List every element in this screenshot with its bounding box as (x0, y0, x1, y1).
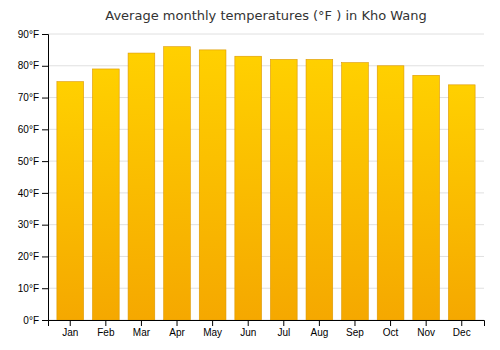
plot: Jan Feb Mar Apr May Jun Jul Aug Sep Oct Nov Dec 0°F 1… (18, 29, 485, 338)
x-tick: Mar (133, 320, 151, 338)
bars (57, 47, 475, 320)
title: Average monthly temperatures (°F ) in Kh… (105, 8, 426, 23)
x-tick-mark (283, 320, 284, 326)
x-tick-mark (319, 320, 320, 326)
x-tick: Dec (453, 320, 471, 338)
bar (164, 47, 191, 320)
y-tick: 40°F (18, 188, 48, 199)
y-tick: 70°F (18, 92, 48, 103)
y-tick-label: 30°F (18, 219, 39, 230)
grid (48, 34, 484, 320)
y-tick-mark (42, 34, 48, 35)
y-tick: 80°F (18, 60, 48, 71)
x-tick-mark (248, 320, 249, 326)
y-tick-mark (42, 129, 48, 130)
x-tick-label: Nov (417, 327, 435, 338)
x-tick-label: Apr (169, 327, 185, 338)
bar (413, 75, 440, 320)
y-tick-label: 90°F (18, 29, 39, 40)
y-axis: 0°F 10°F 20°F 30°F 40°F 50°F 60°F 70°F 80°F 90°F (18, 29, 49, 326)
x-tick-label: Feb (97, 327, 115, 338)
y-tick-mark (42, 193, 48, 194)
x-tick-label: Mar (133, 327, 151, 338)
y-tick-label: 60°F (18, 124, 39, 135)
bar (128, 53, 155, 320)
y-tick-label: 50°F (18, 156, 39, 167)
x-tick-label: Dec (453, 327, 471, 338)
x-tick-label: Aug (310, 327, 328, 338)
x-tick: May (203, 320, 222, 338)
chart: Jan Feb Mar Apr May Jun Jul Aug Sep Oct Nov Dec 0°F 1… (0, 0, 500, 350)
x-tick-mark (426, 320, 427, 326)
y-tick: 90°F (18, 29, 48, 40)
x-tick-label: Jul (277, 327, 290, 338)
x-axis-line (49, 321, 485, 327)
y-tick-mark (42, 66, 48, 67)
x-tick: Aug (310, 320, 328, 338)
y-tick-mark (42, 256, 48, 257)
bar (270, 59, 297, 320)
grid-line (48, 34, 484, 35)
x-tick-mark (70, 320, 71, 326)
bar (57, 82, 84, 320)
y-tick-mark (42, 98, 48, 99)
x-tick: Apr (169, 320, 185, 338)
y-tick-mark (42, 288, 48, 289)
bar (92, 69, 119, 320)
bar (448, 85, 475, 320)
x-tick-mark (461, 320, 462, 326)
bar (342, 63, 369, 320)
bar (235, 56, 262, 320)
x-tick-label: Jun (240, 327, 256, 338)
y-tick: 30°F (18, 219, 48, 230)
y-axis-line (42, 35, 49, 321)
x-tick: Oct (383, 320, 399, 338)
y-tick-mark (42, 161, 48, 162)
x-tick-mark (177, 320, 178, 326)
y-tick-label: 10°F (18, 283, 39, 294)
y-tick: 0°F (23, 315, 48, 326)
x-tick-label: Sep (346, 327, 364, 338)
y-tick-label: 40°F (18, 188, 39, 199)
y-tick-label: 70°F (18, 92, 39, 103)
x-tick: Sep (346, 320, 364, 338)
x-tick: Feb (97, 320, 115, 338)
x-tick-label: May (203, 327, 222, 338)
y-tick: 60°F (18, 124, 48, 135)
x-tick: Jan (62, 320, 78, 338)
bar (377, 66, 404, 320)
x-tick-label: Jan (62, 327, 78, 338)
y-tick-label: 80°F (18, 60, 39, 71)
x-tick-mark (390, 320, 391, 326)
x-tick-mark (105, 320, 106, 326)
x-tick: Nov (417, 320, 435, 338)
x-tick-mark (212, 320, 213, 326)
bar (306, 59, 333, 320)
y-tick: 50°F (18, 156, 48, 167)
x-tick-mark (141, 320, 142, 326)
x-axis: Jan Feb Mar Apr May Jun Jul Aug Sep Oct Nov Dec (49, 320, 485, 338)
x-tick-mark (354, 320, 355, 326)
x-tick: Jun (240, 320, 256, 338)
y-tick-mark (42, 225, 48, 226)
y-tick: 10°F (18, 283, 48, 294)
y-tick: 20°F (18, 251, 48, 262)
x-tick: Jul (277, 320, 290, 338)
bar (199, 50, 226, 320)
y-tick-label: 0°F (23, 315, 39, 326)
x-tick-label: Oct (383, 327, 399, 338)
y-tick-mark (42, 320, 48, 321)
y-tick-label: 20°F (18, 251, 39, 262)
grid-line (48, 65, 484, 66)
